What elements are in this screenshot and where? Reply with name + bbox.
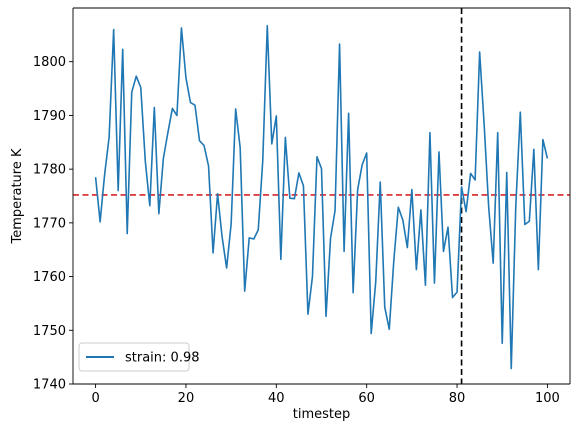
axes [72, 7, 571, 385]
y-tick-label: 1770 [33, 216, 66, 231]
reference-lines [73, 8, 570, 384]
legend-frame [78, 342, 190, 372]
y-axis-label: Temperature K [10, 148, 25, 244]
y-tick-label: 1780 [33, 163, 66, 178]
x-tick-label: 100 [535, 391, 560, 406]
plot-background [73, 8, 570, 384]
x-tick-label: 60 [358, 391, 375, 406]
legend: strain: 0.98 [78, 342, 200, 372]
y-tick-label: 1790 [33, 109, 66, 124]
y-tick-label: 1750 [33, 324, 66, 339]
y-tick-label: 1740 [33, 378, 66, 393]
legend-label: strain: 0.98 [125, 351, 200, 366]
y-tick-label: 1800 [33, 55, 66, 70]
y-tick-label: 1760 [33, 270, 66, 285]
series-line [94, 24, 549, 370]
plot-area [73, 8, 570, 384]
x-tick-label: 0 [91, 391, 99, 406]
x-tick-label: 80 [449, 391, 466, 406]
series-layer [94, 24, 549, 370]
x-axis-label: timestep [293, 407, 351, 422]
x-tick-label: 40 [268, 391, 285, 406]
x-tick-label: 20 [178, 391, 195, 406]
ticks: 0 20 40 60 80 100 1740 1750 1760 1770 1780 1790 1800 [33, 55, 560, 406]
